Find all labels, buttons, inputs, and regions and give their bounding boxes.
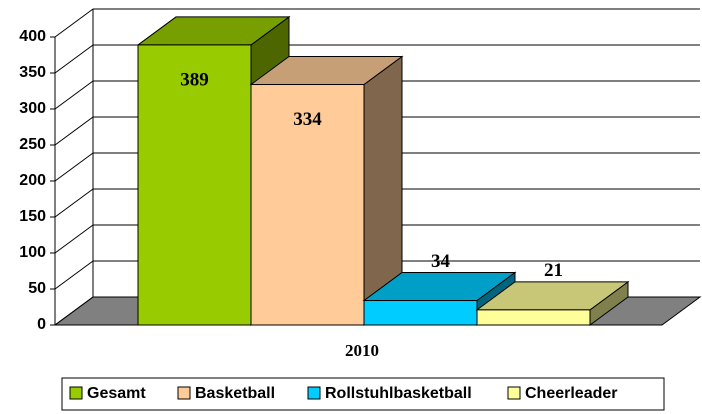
value-label: 334 [293, 109, 322, 130]
y-tick-label: 250 [19, 136, 46, 153]
bar [476, 309, 591, 326]
value-label: 34 [431, 251, 451, 272]
legend-label: Rollstuhlbasketball [325, 385, 472, 402]
y-tick-label: 0 [37, 316, 46, 333]
grid-line [54, 152, 94, 182]
y-tick-label: 400 [19, 28, 46, 45]
legend-label: Cheerleader [525, 385, 618, 402]
value-label: 389 [180, 69, 209, 90]
y-tick-label: 50 [28, 280, 46, 297]
legend-box [61, 377, 665, 411]
grid-line [54, 44, 94, 74]
legend-label: Gesamt [87, 385, 146, 402]
y-tick-label: 100 [19, 244, 46, 261]
legend-swatch [307, 386, 321, 400]
y-tick-label: 350 [19, 64, 46, 81]
y-tick-label: 300 [19, 100, 46, 117]
y-tick-label: 150 [19, 208, 46, 225]
legend-swatch [177, 386, 191, 400]
grid-line [54, 224, 94, 254]
grid-line [54, 116, 94, 146]
grid-line [54, 260, 94, 290]
grid-line [54, 188, 94, 218]
legend-label: Basketball [195, 385, 275, 402]
bar [137, 44, 252, 326]
bar [250, 84, 365, 326]
y-tick-label: 200 [19, 172, 46, 189]
legend-swatch [507, 386, 521, 400]
value-label: 21 [544, 260, 563, 281]
grid-line [54, 80, 94, 110]
grid-line [54, 296, 94, 326]
legend-swatch [69, 386, 83, 400]
grid-line [54, 8, 94, 38]
x-tick-label: 2010 [345, 341, 379, 360]
bar [363, 300, 478, 326]
